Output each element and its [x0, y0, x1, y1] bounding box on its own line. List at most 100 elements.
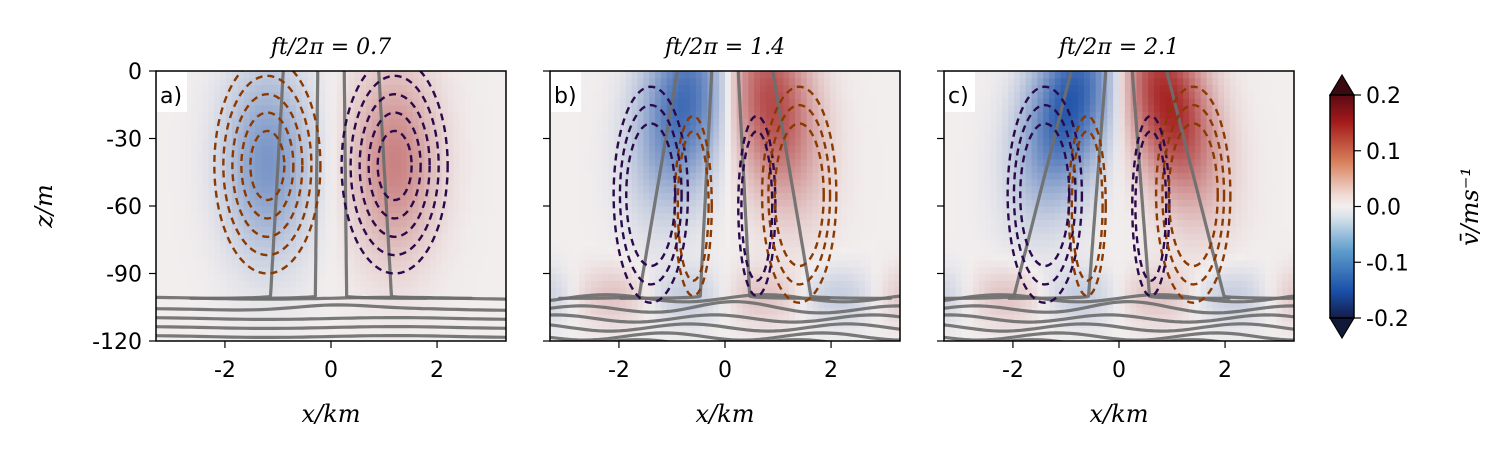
heatmap-cell [637, 131, 644, 140]
heatmap-cell [482, 84, 490, 92]
heatmap-cell [465, 84, 472, 92]
heatmap-cell [949, 118, 957, 126]
heatmap-cell [812, 98, 819, 106]
heatmap-cell [348, 327, 355, 335]
heatmap-cell [179, 300, 186, 308]
heatmap-cell [220, 239, 227, 248]
heatmap-cell [436, 287, 443, 295]
heatmap-cell [441, 307, 449, 315]
heatmap-cell [760, 246, 767, 254]
heatmap-cell [395, 320, 402, 329]
heatmap-cell [955, 158, 963, 167]
heatmap-cells [550, 71, 900, 341]
heatmap-cell [719, 77, 726, 86]
heatmap-cell [255, 314, 262, 322]
heatmap-cell [701, 266, 709, 275]
heatmap-cell [430, 226, 437, 234]
heatmap-cell [336, 71, 344, 79]
streamfunction-contour [767, 103, 832, 286]
heatmap-cell [406, 219, 414, 227]
heatmap-cell [660, 212, 668, 221]
heatmap-cell [301, 253, 309, 261]
heatmap-cell [637, 253, 644, 261]
heatmap-cell [876, 91, 884, 99]
heatmap-cell [579, 77, 586, 86]
heatmap-cell [447, 307, 455, 315]
heatmap-cell [550, 226, 557, 234]
heatmap-cell [561, 246, 569, 254]
heatmap-cell [608, 273, 615, 281]
heatmap-cell [418, 152, 425, 160]
heatmap-cell [660, 239, 668, 248]
heatmap-cell [888, 111, 895, 119]
heatmap-cell [625, 266, 633, 275]
heatmap-cell [161, 152, 169, 160]
heatmap-cell [795, 138, 802, 146]
heatmap-cell [360, 260, 367, 268]
heatmap-cell [760, 98, 767, 106]
heatmap-cell [789, 280, 796, 288]
heatmap-cell [459, 138, 466, 146]
heatmap-cell [701, 280, 709, 288]
heatmap-cell [602, 300, 609, 308]
heatmap-cell [818, 327, 825, 335]
heatmap-cell [272, 104, 280, 113]
heatmap-cell [631, 280, 639, 288]
heatmap-cell [561, 212, 569, 221]
heatmap-cell [465, 320, 472, 329]
heatmap-cell [643, 314, 650, 322]
heatmap-cell [360, 287, 367, 295]
heatmap-cell [173, 165, 180, 173]
heatmap-cell [944, 131, 951, 140]
heatmap-cell [608, 118, 615, 126]
heatmap-cell [655, 206, 662, 214]
heatmap-cell [424, 138, 431, 146]
heatmap-cell [841, 246, 849, 254]
heatmap-cell [331, 253, 338, 261]
heatmap-cell [272, 91, 280, 99]
heatmap-cell [453, 104, 460, 113]
heatmap-cell [847, 219, 854, 227]
heatmap-cell [824, 192, 831, 200]
heatmap-cell [713, 145, 720, 153]
heatmap-cell [401, 219, 408, 227]
heatmap-cell [865, 138, 872, 146]
heatmap-cell [465, 71, 472, 79]
heatmap-cell [371, 77, 379, 86]
heatmap-cell [471, 320, 478, 329]
heatmap-cell [366, 266, 373, 275]
heatmap-cell [167, 212, 175, 221]
heatmap-cell [406, 307, 414, 315]
heatmap-cell [406, 212, 414, 221]
heatmap-cell [690, 253, 697, 261]
heatmap-cell [853, 111, 860, 119]
heatmap-cell [550, 179, 557, 187]
heatmap-cell [841, 239, 849, 248]
heatmap-cell [684, 266, 691, 275]
heatmap-cell [196, 226, 204, 234]
heatmap-cell [249, 320, 256, 329]
heatmap-cell [777, 71, 784, 79]
heatmap-cell [278, 172, 285, 180]
heatmap-cell [806, 111, 814, 119]
heatmap-cell [771, 104, 779, 113]
heatmap-cell [185, 233, 192, 241]
heatmap-cell [389, 273, 396, 281]
heatmap-cell [830, 206, 837, 214]
heatmap-cell [366, 206, 373, 214]
heatmap-cell [307, 246, 315, 254]
heatmap-cell [284, 179, 291, 187]
heatmap-cell [771, 131, 779, 140]
heatmap-cell [949, 192, 957, 200]
heatmap-cell [748, 219, 755, 227]
heatmap-cell [471, 219, 478, 227]
heatmap-cell [231, 212, 239, 221]
heatmap-cell [261, 199, 268, 207]
heatmap-cell [678, 145, 685, 153]
heatmap-cell [226, 219, 233, 227]
heatmap-cell [754, 260, 761, 268]
heatmap-cell [191, 233, 198, 241]
heatmap-cell [424, 273, 431, 281]
heatmap-cell [424, 266, 431, 275]
heatmap-cell [471, 172, 478, 180]
